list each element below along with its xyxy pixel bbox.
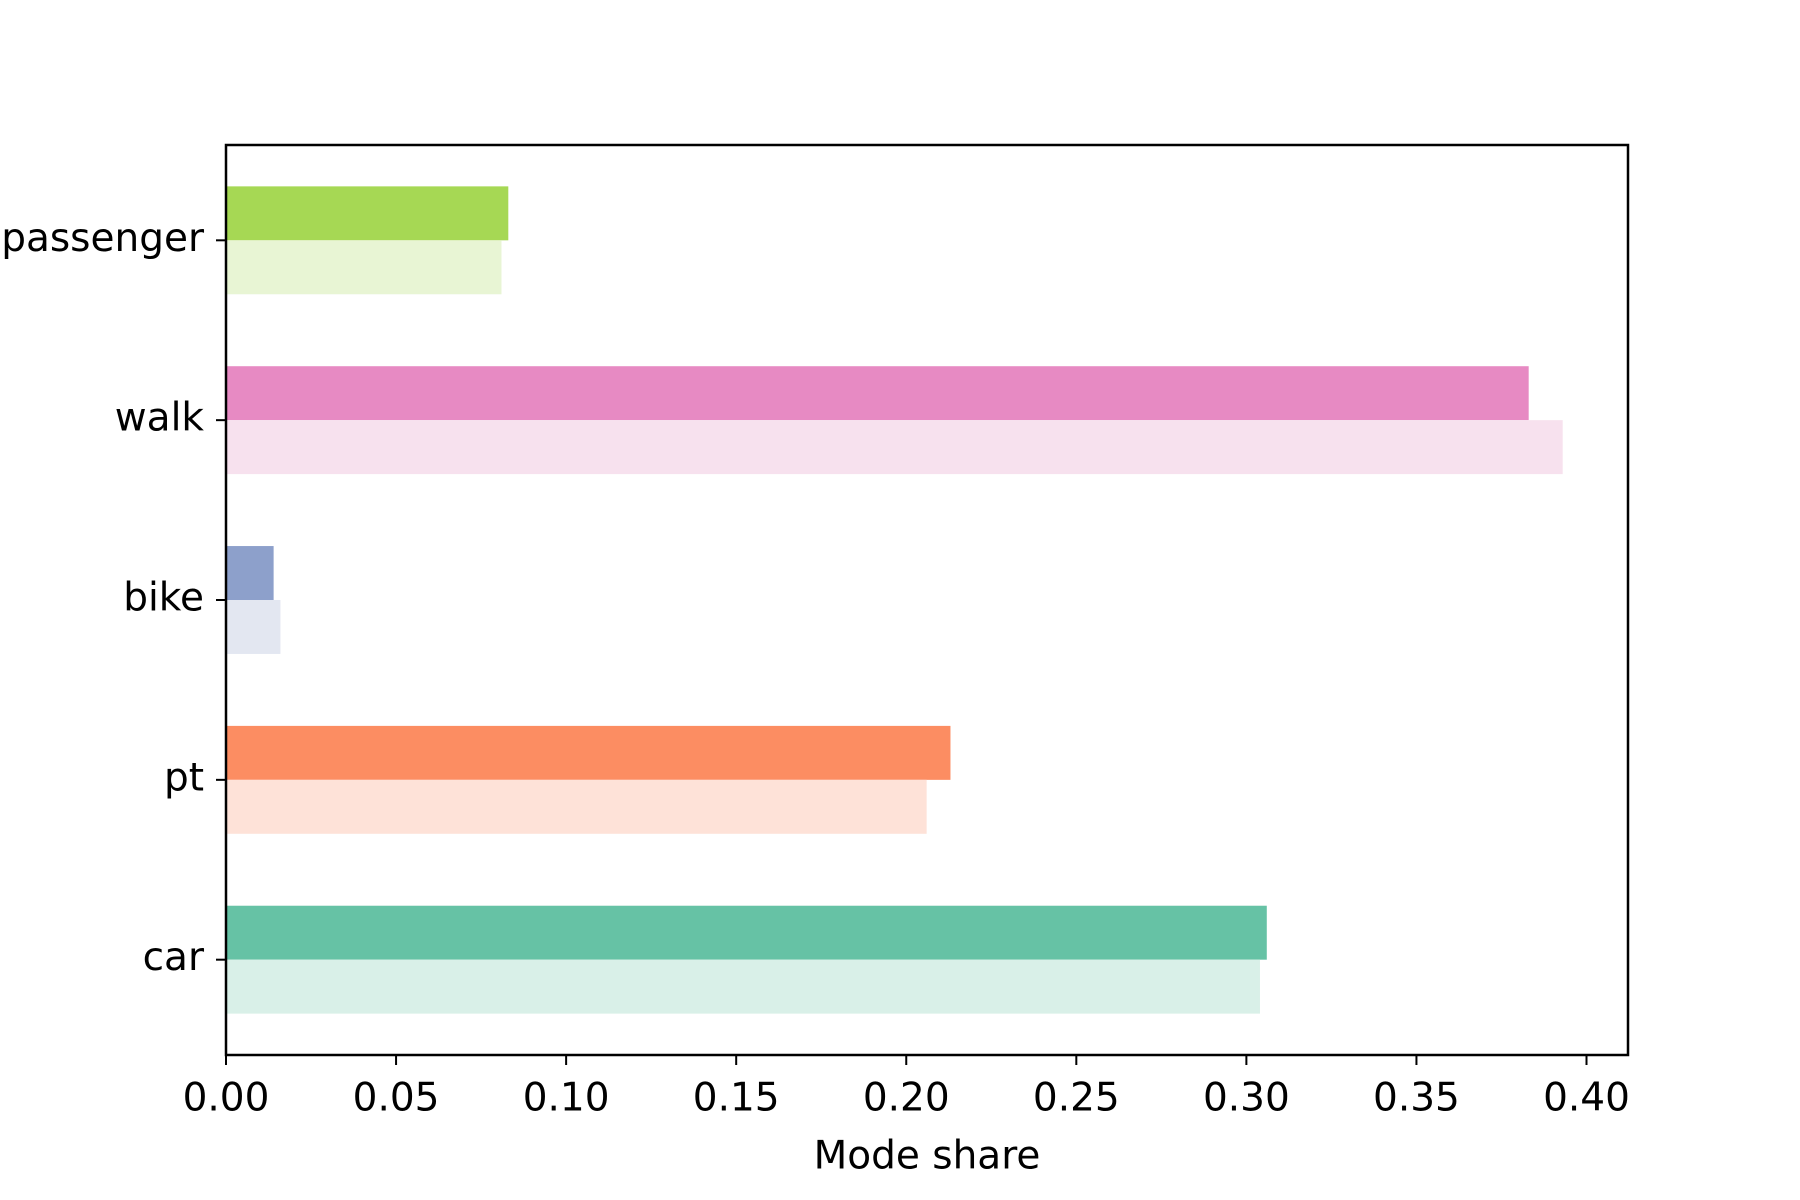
y-tick-label: pt	[164, 755, 204, 800]
x-axis-label: Mode share	[814, 1134, 1041, 1179]
y-tick-label: passenger	[1, 216, 205, 261]
x-tick-label: 0.10	[523, 1076, 610, 1121]
x-tick-label: 0.25	[1033, 1076, 1120, 1121]
x-tick-label: 0.00	[183, 1076, 270, 1121]
bar	[226, 779, 927, 834]
x-tick-label: 0.20	[863, 1076, 950, 1121]
plot-frame	[224, 143, 1630, 1057]
bar	[226, 366, 1529, 421]
bar	[226, 546, 274, 600]
x-tick-label: 0.35	[1373, 1076, 1460, 1121]
bar	[226, 240, 502, 295]
x-tick-label: 0.05	[353, 1076, 440, 1121]
y-tick-label: bike	[123, 576, 204, 621]
bar	[226, 420, 1563, 475]
bar	[226, 186, 509, 241]
x-tick-label: 0.15	[693, 1076, 780, 1121]
bar	[226, 600, 281, 654]
bar	[226, 905, 1267, 960]
bar	[226, 725, 951, 780]
x-tick-label: 0.40	[1543, 1076, 1630, 1121]
bar	[226, 959, 1260, 1014]
y-tick-label: car	[143, 935, 205, 980]
y-tick-label: walk	[115, 396, 205, 441]
x-tick-label: 0.30	[1203, 1076, 1290, 1121]
